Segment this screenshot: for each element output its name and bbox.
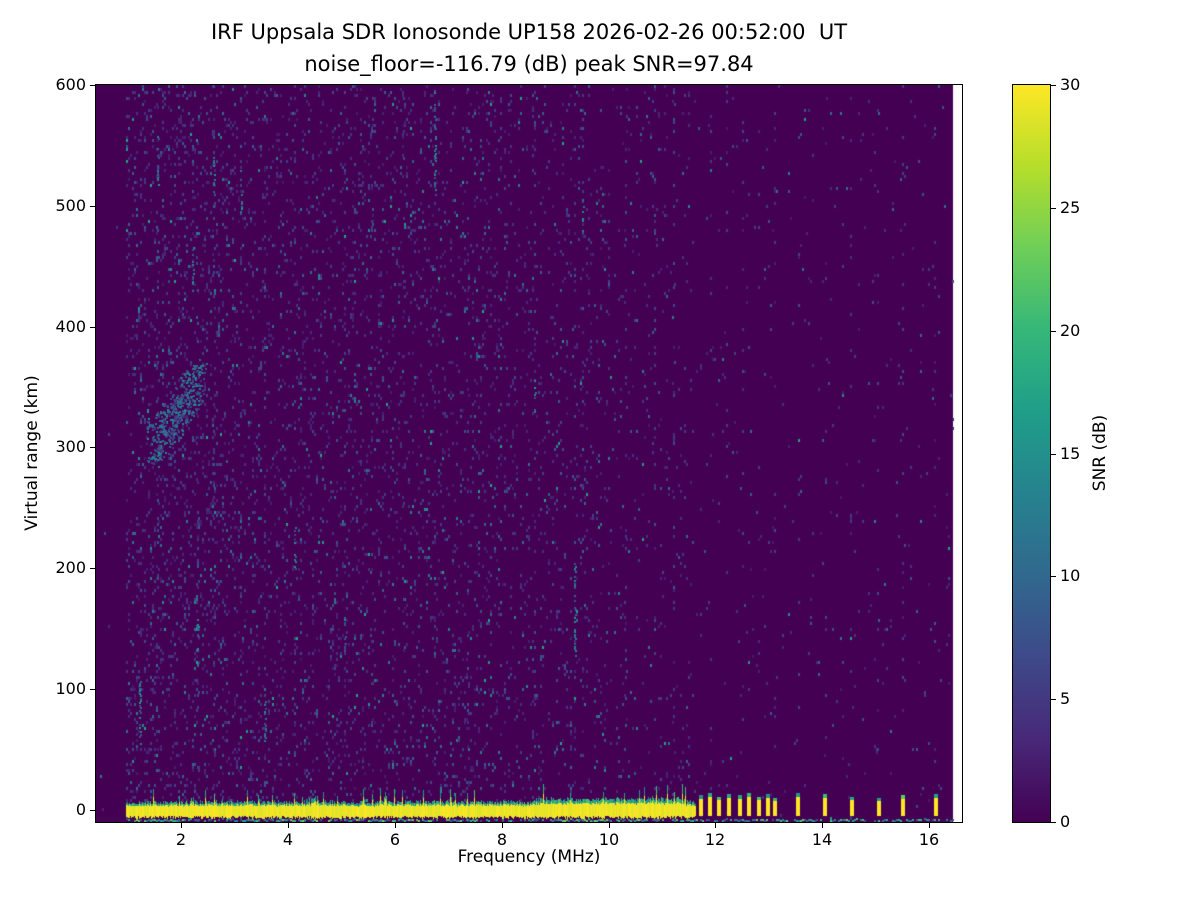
colorbar-tick-label: 20 bbox=[1060, 321, 1081, 340]
x-tick-label: 10 bbox=[598, 830, 620, 849]
colorbar-tick-mark bbox=[1051, 85, 1056, 86]
x-tick-mark bbox=[395, 823, 396, 828]
ionogram-heatmap bbox=[96, 85, 962, 822]
colorbar-tick-label: 25 bbox=[1060, 198, 1081, 217]
y-tick-label: 200 bbox=[55, 558, 86, 577]
plot-area bbox=[95, 84, 963, 823]
y-tick-label: 0 bbox=[75, 800, 86, 819]
x-tick-label: 6 bbox=[389, 830, 401, 849]
y-tick-label: 500 bbox=[55, 196, 86, 215]
y-tick-mark bbox=[90, 206, 95, 207]
y-axis-label: Virtual range (km) bbox=[22, 375, 42, 531]
x-tick-mark bbox=[609, 823, 610, 828]
x-tick-label: 16 bbox=[918, 830, 940, 849]
x-tick-mark bbox=[502, 823, 503, 828]
x-axis-label: Frequency (MHz) bbox=[457, 847, 601, 867]
x-tick-label: 2 bbox=[175, 830, 187, 849]
chart-title: IRF Uppsala SDR Ionosonde UP158 2026-02-… bbox=[210, 20, 848, 44]
colorbar-tick-mark bbox=[1051, 699, 1056, 700]
colorbar-tick-label: 30 bbox=[1060, 75, 1081, 94]
colorbar-tick-label: 10 bbox=[1060, 566, 1081, 585]
x-tick-mark bbox=[288, 823, 289, 828]
x-tick-label: 4 bbox=[282, 830, 294, 849]
x-tick-mark bbox=[822, 823, 823, 828]
colorbar-tick-mark bbox=[1051, 454, 1056, 455]
y-tick-mark bbox=[90, 689, 95, 690]
y-tick-label: 300 bbox=[55, 437, 86, 456]
x-tick-mark bbox=[181, 823, 182, 828]
y-tick-mark bbox=[90, 447, 95, 448]
x-tick-label: 12 bbox=[704, 830, 726, 849]
chart-subtitle: noise_floor=-116.79 (dB) peak SNR=97.84 bbox=[304, 52, 754, 76]
y-tick-mark bbox=[90, 327, 95, 328]
colorbar-tick-mark bbox=[1051, 208, 1056, 209]
y-tick-label: 600 bbox=[55, 75, 86, 94]
x-tick-label: 8 bbox=[496, 830, 508, 849]
y-tick-mark bbox=[90, 85, 95, 86]
colorbar-tick-label: 5 bbox=[1060, 689, 1071, 708]
y-tick-label: 100 bbox=[55, 679, 86, 698]
colorbar-tick-mark bbox=[1051, 822, 1056, 823]
colorbar bbox=[1012, 84, 1051, 823]
y-tick-mark bbox=[90, 810, 95, 811]
x-tick-mark bbox=[715, 823, 716, 828]
y-tick-mark bbox=[90, 568, 95, 569]
colorbar-tick-mark bbox=[1051, 331, 1056, 332]
x-tick-label: 14 bbox=[811, 830, 833, 849]
colorbar-tick-label: 0 bbox=[1060, 812, 1071, 831]
x-tick-mark bbox=[929, 823, 930, 828]
y-tick-label: 400 bbox=[55, 317, 86, 336]
colorbar-tick-label: 15 bbox=[1060, 444, 1081, 463]
colorbar-tick-mark bbox=[1051, 576, 1056, 577]
